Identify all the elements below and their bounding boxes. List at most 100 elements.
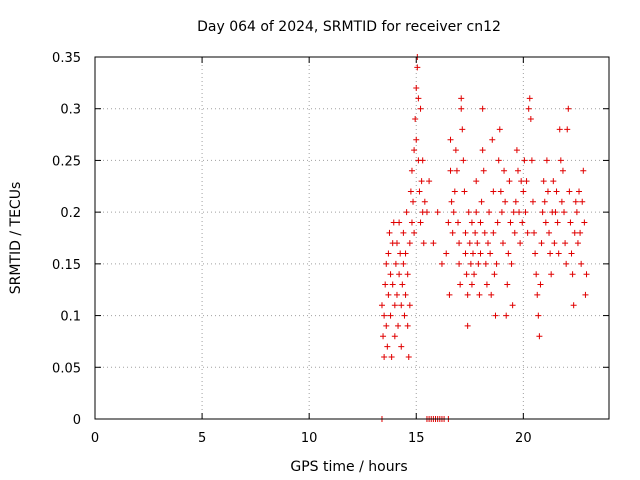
data-point	[581, 219, 588, 226]
data-point	[443, 250, 450, 257]
data-point	[475, 260, 482, 267]
data-point	[403, 209, 410, 216]
data-point	[486, 209, 493, 216]
data-point	[385, 291, 392, 298]
data-point	[400, 229, 407, 236]
data-point	[392, 260, 399, 267]
data-point	[481, 229, 488, 236]
data-point	[498, 209, 505, 216]
data-point	[518, 178, 525, 185]
data-point	[414, 64, 421, 71]
data-point	[445, 219, 452, 226]
data-point	[462, 250, 469, 257]
data-point	[462, 229, 469, 236]
x-tick-label: 20	[515, 431, 532, 446]
data-point	[449, 229, 456, 236]
data-point	[404, 322, 411, 329]
data-point	[544, 188, 551, 195]
data-point	[558, 198, 565, 205]
data-point	[384, 343, 391, 350]
data-point	[541, 198, 548, 205]
data-point	[479, 147, 486, 154]
data-point	[457, 281, 464, 288]
y-tick-label: 0.25	[52, 154, 81, 169]
plot-frame	[94, 56, 610, 420]
data-point	[450, 209, 457, 216]
data-point	[572, 198, 579, 205]
data-point	[547, 250, 554, 257]
data-point	[378, 302, 385, 309]
data-point	[456, 260, 463, 267]
data-point	[406, 240, 413, 247]
data-point	[495, 157, 502, 164]
data-point	[399, 281, 406, 288]
data-point	[426, 178, 433, 185]
data-point	[474, 240, 481, 247]
data-point	[519, 219, 526, 226]
y-axis-title: SRMTID / TECUs	[8, 182, 24, 295]
data-point	[386, 229, 393, 236]
data-point	[453, 167, 460, 174]
data-point	[406, 302, 413, 309]
data-point	[503, 312, 510, 319]
data-point	[482, 260, 489, 267]
data-point	[554, 219, 561, 226]
data-point	[447, 136, 454, 143]
data-point	[499, 240, 506, 247]
x-axis-title: GPS time / hours	[290, 459, 407, 475]
data-point	[577, 229, 584, 236]
data-point	[412, 116, 419, 123]
x-tick-label: 0	[91, 431, 99, 446]
data-point	[566, 188, 573, 195]
data-point	[533, 271, 540, 278]
data-point	[391, 302, 398, 309]
data-point	[496, 126, 503, 133]
data-point	[540, 178, 547, 185]
data-point	[417, 219, 424, 226]
data-point	[514, 167, 521, 174]
data-point	[416, 188, 423, 195]
data-point	[408, 219, 415, 226]
data-point	[473, 178, 480, 185]
data-point	[464, 322, 471, 329]
data-point	[468, 281, 475, 288]
data-point	[411, 147, 418, 154]
data-point	[410, 198, 417, 205]
data-point	[452, 147, 459, 154]
data-point	[516, 209, 523, 216]
data-point	[524, 229, 531, 236]
data-point	[470, 250, 477, 257]
data-point	[405, 353, 412, 360]
axis-ticks: 0 5 10 15 20 0 0.05 0.1 0.15 0.2 0.25 0.3 0.35	[52, 51, 609, 446]
data-point	[407, 188, 414, 195]
data-point	[564, 126, 571, 133]
data-point	[483, 281, 490, 288]
data-point	[511, 229, 518, 236]
data-point	[565, 105, 572, 112]
data-point	[473, 209, 480, 216]
data-point	[523, 178, 530, 185]
data-point	[539, 209, 546, 216]
data-point	[423, 209, 430, 216]
data-point	[387, 271, 394, 278]
data-point	[421, 198, 428, 205]
data-point	[417, 105, 424, 112]
data-point	[528, 157, 535, 164]
data-point	[448, 198, 455, 205]
data-point	[391, 333, 398, 340]
data-point	[419, 157, 426, 164]
data-point	[404, 271, 411, 278]
data-point	[464, 291, 471, 298]
data-point	[538, 240, 545, 247]
data-point	[504, 281, 511, 288]
data-point	[393, 291, 400, 298]
data-point	[484, 240, 491, 247]
data-point	[455, 219, 462, 226]
data-point	[505, 250, 512, 257]
data-point	[476, 291, 483, 298]
data-point	[562, 240, 569, 247]
data-point	[535, 312, 542, 319]
data-point	[387, 312, 394, 319]
data-point	[465, 209, 472, 216]
y-tick-label: 0	[73, 413, 81, 428]
